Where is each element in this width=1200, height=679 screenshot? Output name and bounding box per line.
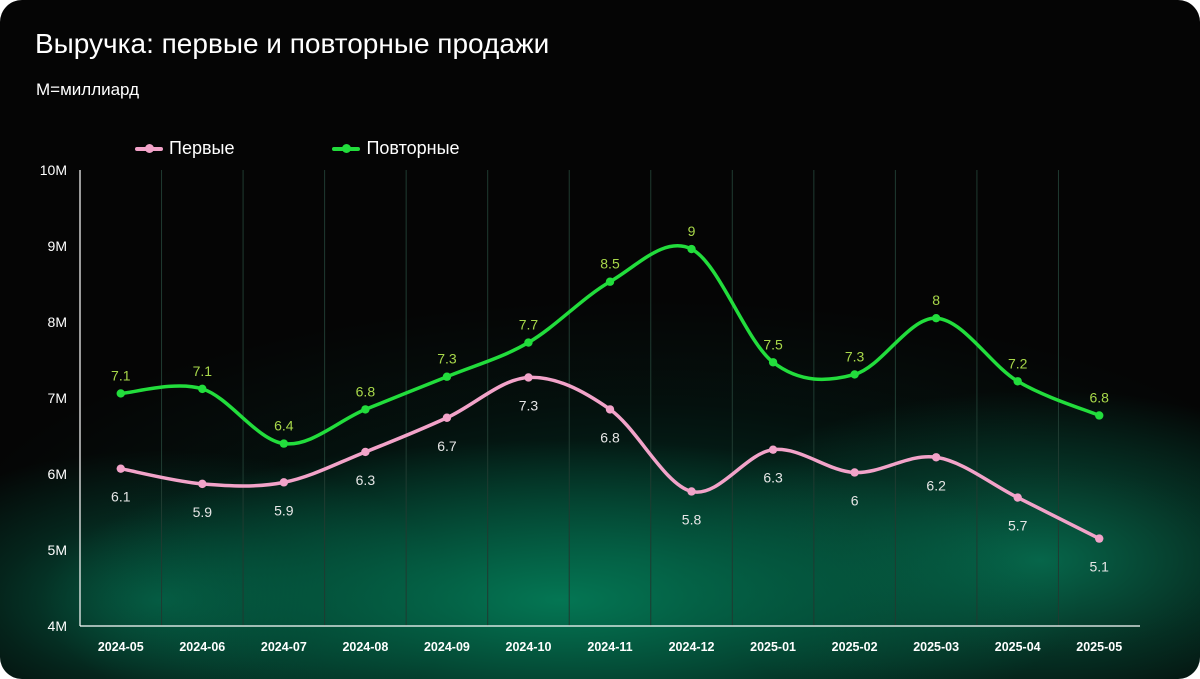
x-tick-label: 2025-01 — [750, 640, 796, 654]
y-tick-label: 5M — [48, 542, 67, 558]
data-label-repeat: 7.3 — [845, 348, 865, 364]
data-label-first: 6.8 — [600, 429, 620, 445]
data-point-first[interactable] — [850, 468, 859, 477]
x-tick-label: 2025-05 — [1076, 640, 1122, 654]
data-point-repeat[interactable] — [442, 372, 452, 381]
x-tick-label: 2024-12 — [669, 640, 715, 654]
series-line-repeat — [119, 243, 1101, 446]
y-tick-label: 10M — [40, 162, 67, 178]
data-point-repeat[interactable] — [687, 244, 696, 254]
chart-title: Выручка: первые и повторные продажи — [35, 28, 550, 59]
data-label-repeat: 7.1 — [193, 363, 213, 379]
series-line-first — [119, 375, 1101, 541]
data-label-first: 5.9 — [193, 504, 213, 520]
x-tick-label: 2025-03 — [913, 640, 959, 654]
data-point-repeat[interactable] — [931, 314, 941, 323]
data-label-repeat: 7.1 — [111, 367, 131, 383]
data-point-repeat[interactable] — [605, 277, 615, 286]
data-point-first[interactable] — [931, 453, 941, 462]
legend-label-repeat: Повторные — [366, 138, 460, 158]
data-point-repeat[interactable] — [198, 384, 207, 394]
data-point-repeat[interactable] — [116, 389, 125, 398]
x-tick-label: 2025-04 — [995, 640, 1041, 654]
data-label-first: 6.3 — [356, 472, 376, 488]
y-tick-label: 7M — [48, 390, 67, 406]
data-label-repeat: 8.5 — [600, 256, 620, 272]
data-label-first: 6.7 — [437, 438, 457, 454]
data-point-first[interactable] — [687, 487, 696, 496]
x-tick-label: 2025-02 — [832, 640, 878, 654]
legend-swatch-repeat — [332, 143, 361, 153]
y-tick-label: 9M — [48, 238, 67, 254]
data-point-repeat[interactable] — [768, 358, 778, 367]
data-label-repeat: 9 — [688, 223, 696, 239]
data-label-first: 7.3 — [519, 397, 539, 413]
data-point-repeat[interactable] — [361, 405, 370, 414]
data-point-first[interactable] — [116, 464, 125, 473]
data-label-first: 5.1 — [1089, 559, 1109, 575]
legend-label-first: Первые — [169, 138, 235, 158]
data-point-repeat[interactable] — [850, 370, 859, 379]
y-tick-label: 8M — [48, 314, 67, 330]
chart-subtitle: M=миллиард — [36, 80, 140, 99]
data-label-first: 6 — [851, 492, 859, 508]
axis-layer: 4M 5M 6M 7M 8M 9M 10M 2024-05 2024-06 2024-07 2024… — [40, 162, 1140, 654]
x-tick-label: 2024-08 — [342, 640, 388, 654]
legend-item-repeat[interactable]: Повторные — [332, 138, 460, 159]
legend-swatch-first — [135, 143, 163, 153]
data-point-first[interactable] — [1095, 534, 1104, 543]
data-point-first[interactable] — [442, 413, 452, 422]
series-layer — [116, 243, 1104, 543]
data-label-repeat: 7.3 — [437, 351, 457, 367]
data-point-first[interactable] — [198, 479, 207, 489]
data-label-repeat: 6.8 — [1089, 389, 1109, 405]
y-tick-label: 6M — [48, 466, 67, 482]
y-tick-label: 4M — [48, 618, 67, 634]
data-point-repeat[interactable] — [1013, 377, 1022, 386]
legend-item-first[interactable]: Первые — [135, 138, 234, 159]
x-tick-label: 2024-07 — [261, 640, 307, 654]
data-point-repeat[interactable] — [279, 439, 289, 448]
data-label-layer: 6.1 5.9 5.9 6.3 6.7 7.3 6.8 5.8 6.3 6 6.2 5.7 5.1 7.1… — [111, 223, 1109, 575]
data-point-first[interactable] — [768, 445, 778, 454]
data-label-repeat: 7.5 — [763, 336, 783, 352]
grid-layer — [161, 170, 1059, 626]
data-label-first: 6.3 — [763, 470, 783, 486]
data-point-first[interactable] — [1013, 493, 1022, 502]
x-tick-label: 2024-05 — [98, 640, 144, 654]
x-tick-label: 2024-10 — [506, 640, 552, 654]
data-label-repeat: 7.7 — [519, 317, 539, 333]
data-point-first[interactable] — [524, 373, 533, 382]
data-label-repeat: 6.8 — [356, 383, 376, 399]
data-point-repeat[interactable] — [1095, 411, 1104, 420]
data-label-first: 5.9 — [274, 502, 294, 518]
data-point-repeat[interactable] — [524, 338, 533, 347]
data-label-first: 5.7 — [1008, 518, 1028, 534]
data-label-first: 5.8 — [682, 511, 702, 527]
data-point-first[interactable] — [361, 447, 370, 457]
data-label-repeat: 6.4 — [274, 418, 294, 434]
x-tick-label: 2024-11 — [587, 640, 632, 654]
data-label-first: 6.2 — [926, 477, 946, 493]
data-label-repeat: 8 — [932, 292, 940, 308]
data-label-repeat: 7.2 — [1008, 355, 1028, 371]
data-label-first: 6.1 — [111, 489, 131, 505]
x-tick-label: 2024-06 — [179, 640, 225, 654]
legend: Первые Повторные — [135, 138, 558, 159]
data-point-first[interactable] — [279, 478, 289, 487]
x-tick-label: 2024-09 — [424, 640, 470, 654]
data-point-first[interactable] — [605, 405, 615, 414]
